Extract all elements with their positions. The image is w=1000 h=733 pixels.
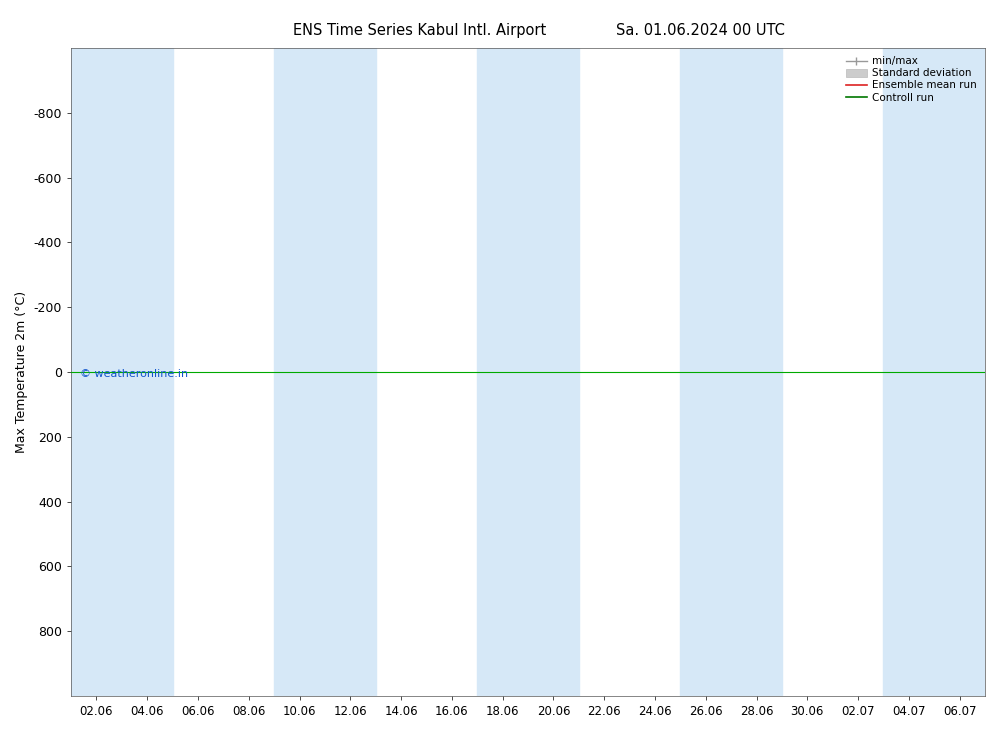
Bar [883,48,985,696]
Bar [680,48,782,696]
Bar [71,48,173,696]
Bar [477,48,579,696]
Text: © weatheronline.in: © weatheronline.in [80,369,188,379]
Text: ENS Time Series Kabul Intl. Airport: ENS Time Series Kabul Intl. Airport [293,23,547,38]
Legend: min/max, Standard deviation, Ensemble mean run, Controll run: min/max, Standard deviation, Ensemble me… [843,54,980,106]
Bar [274,48,376,696]
Text: Sa. 01.06.2024 00 UTC: Sa. 01.06.2024 00 UTC [616,23,784,38]
Y-axis label: Max Temperature 2m (°C): Max Temperature 2m (°C) [15,291,28,453]
